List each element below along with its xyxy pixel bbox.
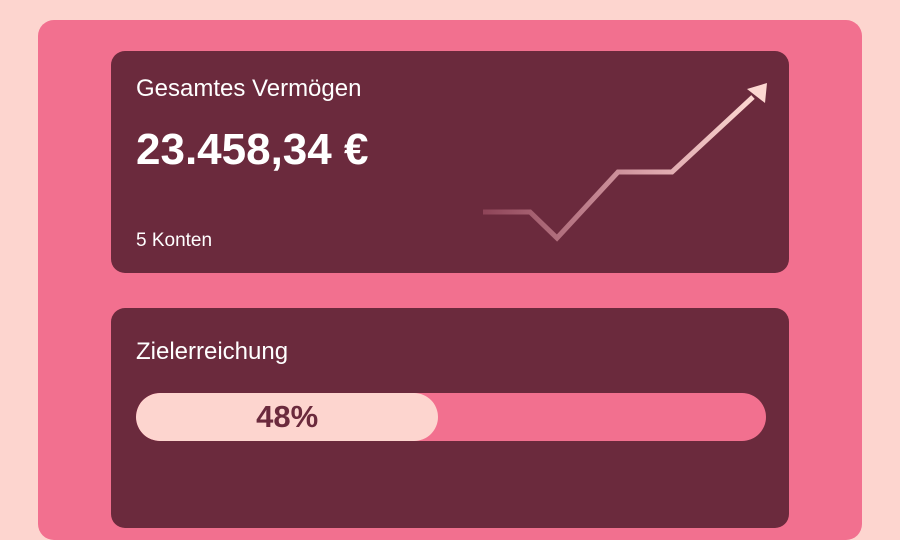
arrow-head — [747, 83, 767, 103]
progress-fill: 48% — [136, 393, 439, 441]
trend-line — [483, 95, 755, 242]
trend-icon — [483, 83, 767, 242]
progress-label: 48% — [256, 399, 319, 434]
page: Gesamtes Vermögen 23.458,34 € 5 Konten Z… — [38, 20, 862, 540]
progress-track: 48% — [136, 393, 766, 441]
wealth-card: Gesamtes Vermögen 23.458,34 € 5 Konten — [111, 51, 789, 273]
goal-card: Zielerreichung 48% — [111, 308, 789, 528]
card-title: Zielerreichung — [136, 338, 289, 365]
amount: 23.458,34 € — [136, 125, 369, 174]
accounts: 5 Konten — [136, 230, 213, 251]
card-title: Gesamtes Vermögen — [136, 75, 362, 102]
